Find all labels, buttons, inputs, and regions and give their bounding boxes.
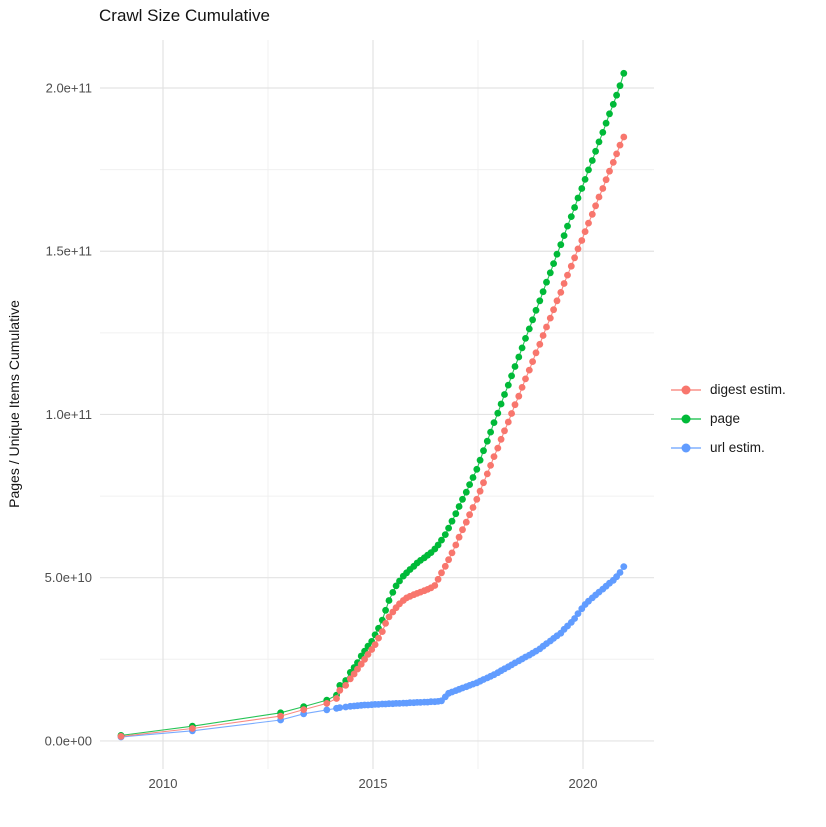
legend-label: page [710,411,741,426]
legend-item-url-estim: url estim. [671,437,786,458]
svg-text:2015: 2015 [359,776,388,791]
svg-text:5.0e+10: 5.0e+10 [45,570,92,585]
svg-text:2.0e+11: 2.0e+11 [46,80,92,95]
legend-label: url estim. [710,440,765,455]
chart-title: Crawl Size Cumulative [99,6,270,25]
legend-marker-url-icon [671,437,701,458]
legend-item-digest-estim: digest estim. [671,379,786,400]
legend-marker-digest-icon [671,379,701,400]
legend-label: digest estim. [710,382,786,397]
legend-item-page: page [671,408,786,429]
svg-text:1.0e+11: 1.0e+11 [46,407,92,422]
y-axis-title: Pages / Unique Items Cumulative [6,300,22,508]
svg-text:0.0e+00: 0.0e+00 [45,733,92,748]
legend-marker-page-icon [671,408,701,429]
svg-text:2010: 2010 [149,776,178,791]
svg-text:1.5e+11: 1.5e+11 [46,244,92,259]
svg-text:2020: 2020 [569,776,598,791]
legend: digest estim. page url estim. [671,379,786,458]
